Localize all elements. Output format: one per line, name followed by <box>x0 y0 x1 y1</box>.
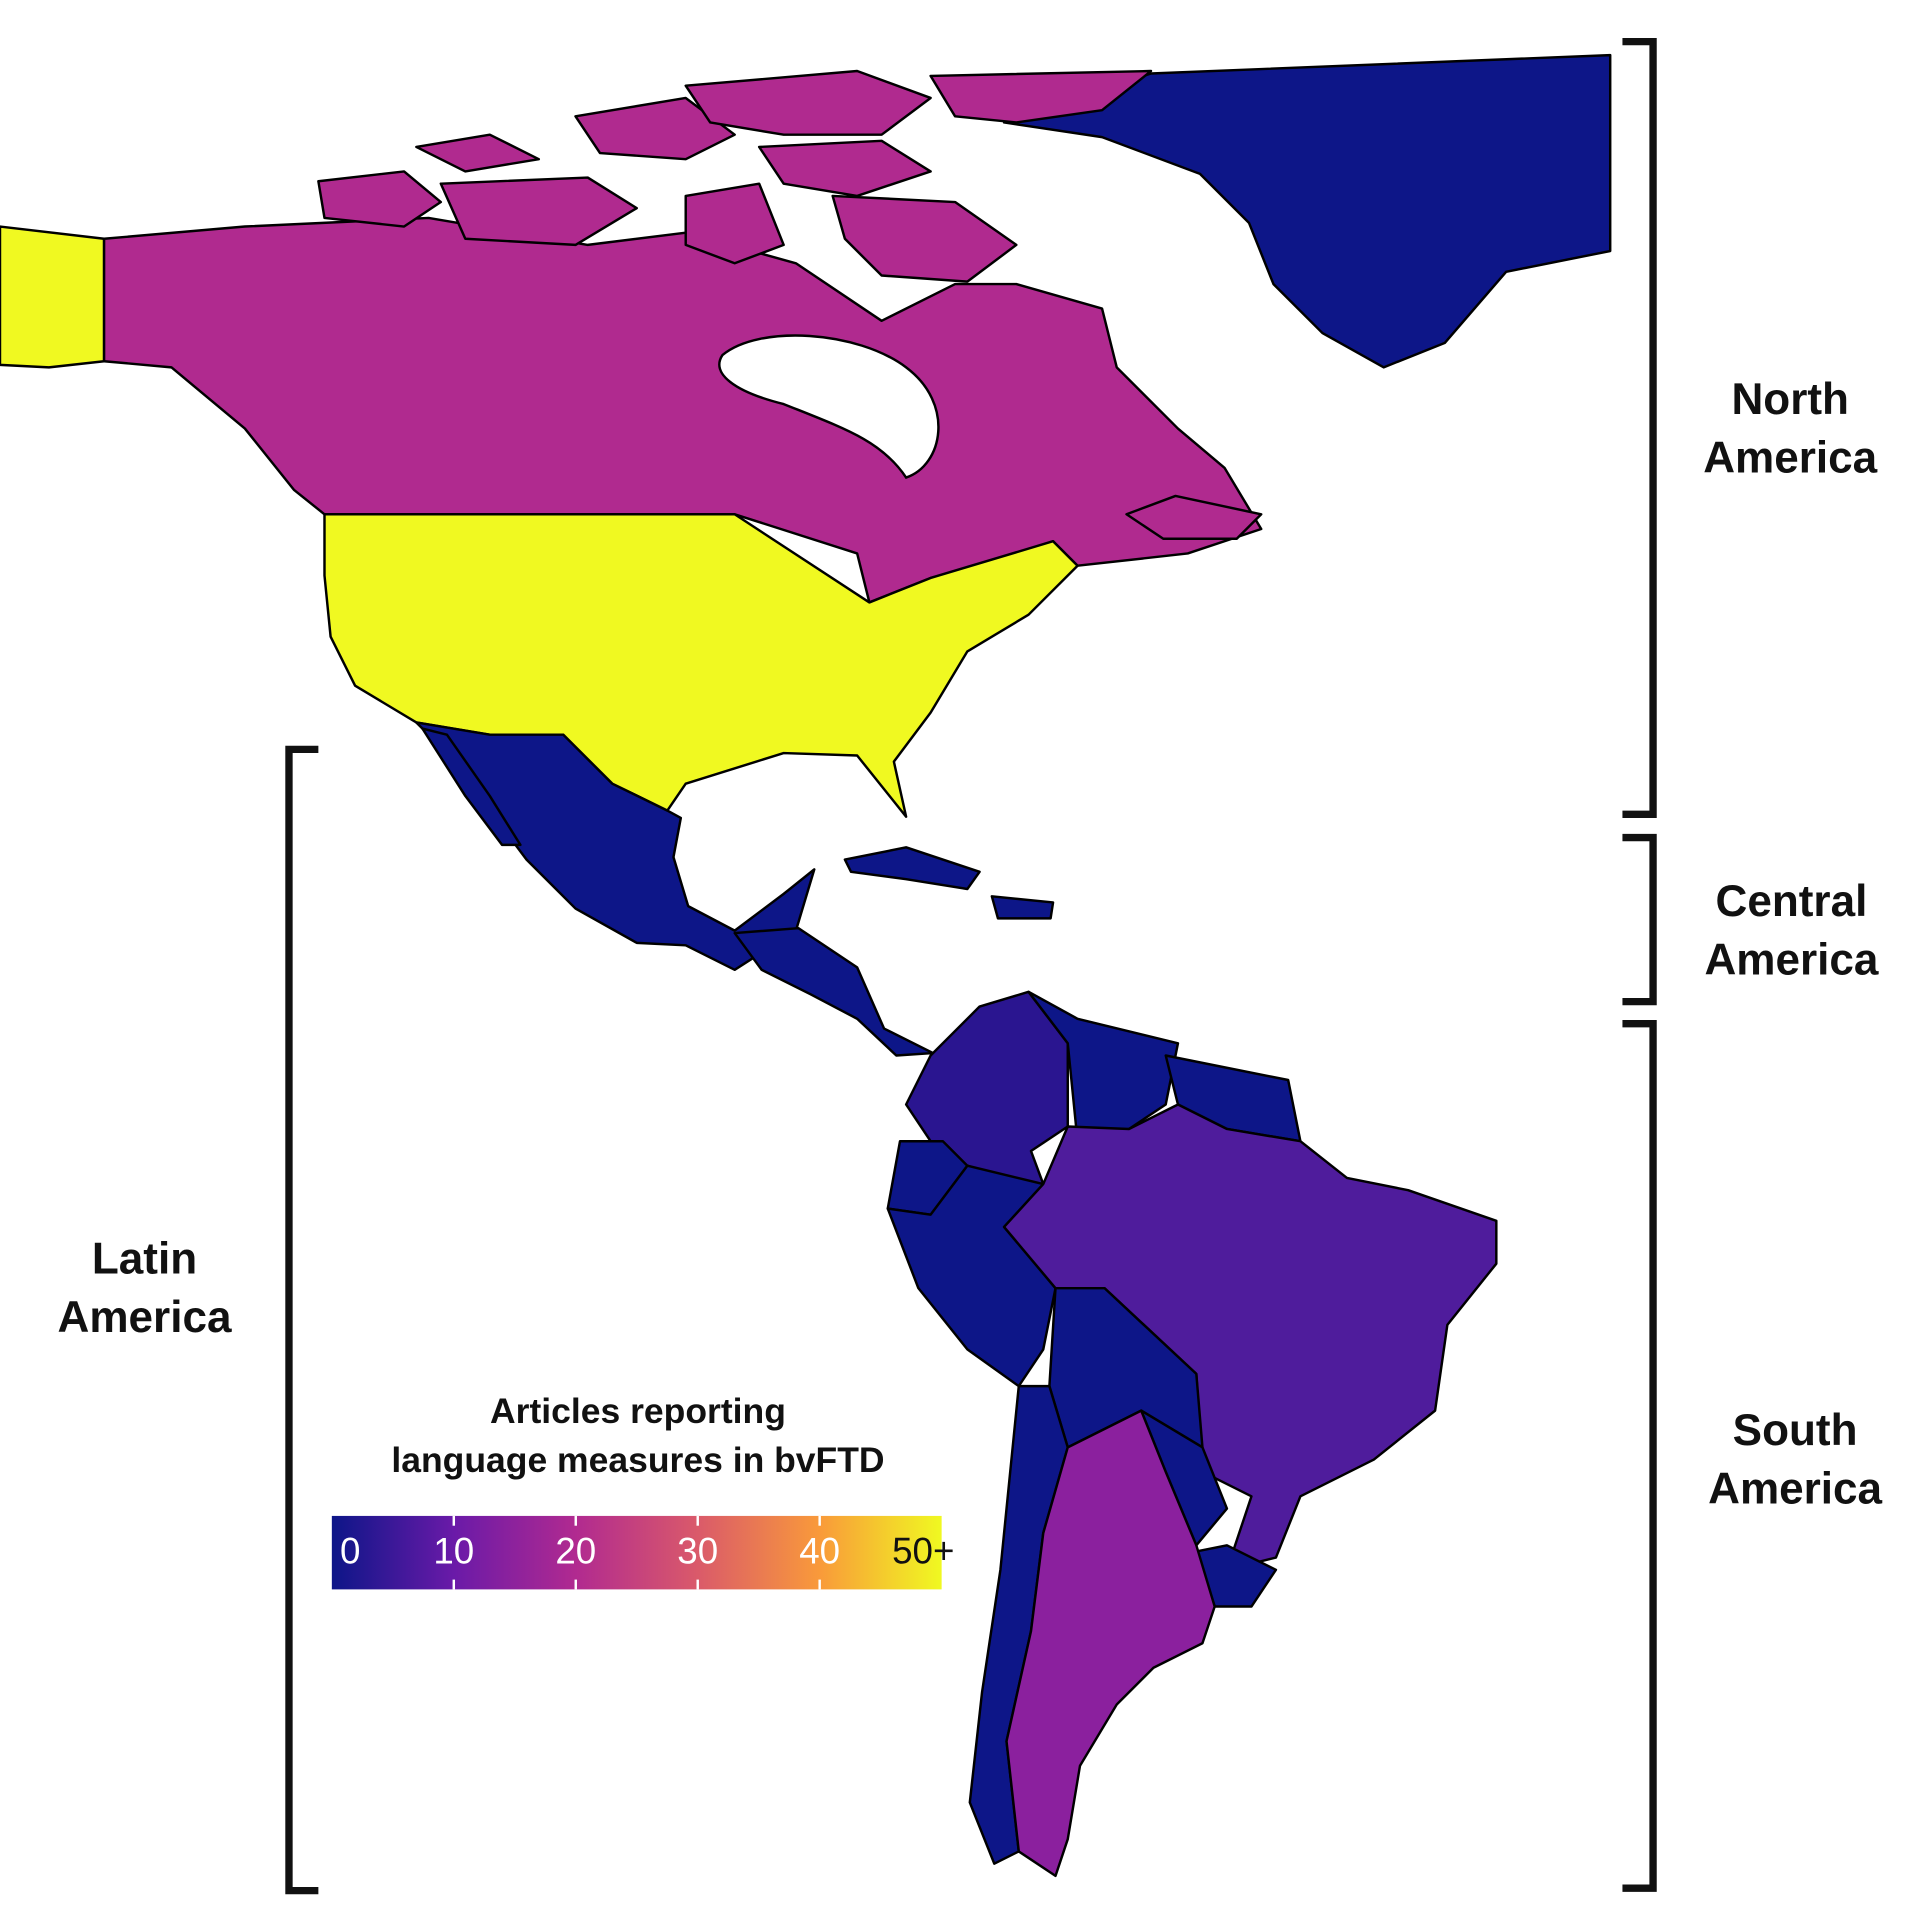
bracket-central-america <box>1622 833 1657 1006</box>
label-central-america-1: Central <box>1715 877 1867 926</box>
country-mexico <box>415 721 816 972</box>
country-canada <box>929 69 1153 124</box>
label-central-america-2: America <box>1704 936 1878 985</box>
label-south-america-2: America <box>1708 1465 1882 1514</box>
colorbar-tick-label: 10 <box>433 1531 474 1572</box>
country-caribbean <box>843 846 981 891</box>
colorbar-tick-label: 50+ <box>892 1531 954 1572</box>
label-north-america-1: North <box>1731 375 1849 424</box>
label-latin-america-1: Latin <box>92 1234 197 1283</box>
country-other-south-america <box>1027 990 1180 1143</box>
colorbar-tick-label: 30 <box>677 1531 718 1572</box>
label-latin-america-2: America <box>58 1293 232 1342</box>
country-canada <box>831 194 1018 283</box>
country-canada <box>317 170 443 228</box>
country-canada <box>684 69 932 136</box>
colorbar <box>331 1515 942 1590</box>
country-caribbean <box>990 895 1055 920</box>
country-argentina <box>1005 1409 1216 1878</box>
colorbar-tick-label: 40 <box>799 1531 840 1572</box>
country-canada <box>684 182 785 265</box>
country-mexico <box>421 727 522 847</box>
country-greenland <box>1002 53 1612 369</box>
bracket-north-america <box>1622 37 1657 818</box>
colorbar-legend: Articles reporting language measures in … <box>331 1391 954 1590</box>
bracket-latin-america <box>285 745 319 1895</box>
hudson-bay <box>718 334 940 480</box>
country-colombia <box>904 990 1069 1186</box>
legend-title-1: Articles reporting <box>490 1391 786 1431</box>
colorbar-tick-label: 0 <box>340 1531 360 1572</box>
country-canada <box>757 139 932 198</box>
label-north-america-2: America <box>1703 434 1877 483</box>
country-canada <box>415 133 540 173</box>
country-canada <box>1125 494 1263 540</box>
country-canada <box>439 176 638 247</box>
label-south-america-1: South <box>1733 1406 1858 1455</box>
country-alaska-us- <box>0 225 106 369</box>
country-central-america <box>733 926 935 1057</box>
country-canada <box>574 96 736 161</box>
colorbar-tick-label: 20 <box>555 1531 596 1572</box>
country-united-states <box>323 513 1079 818</box>
bracket-south-america <box>1622 1020 1657 1892</box>
legend-title-2: language measures in bvFTD <box>391 1440 884 1480</box>
